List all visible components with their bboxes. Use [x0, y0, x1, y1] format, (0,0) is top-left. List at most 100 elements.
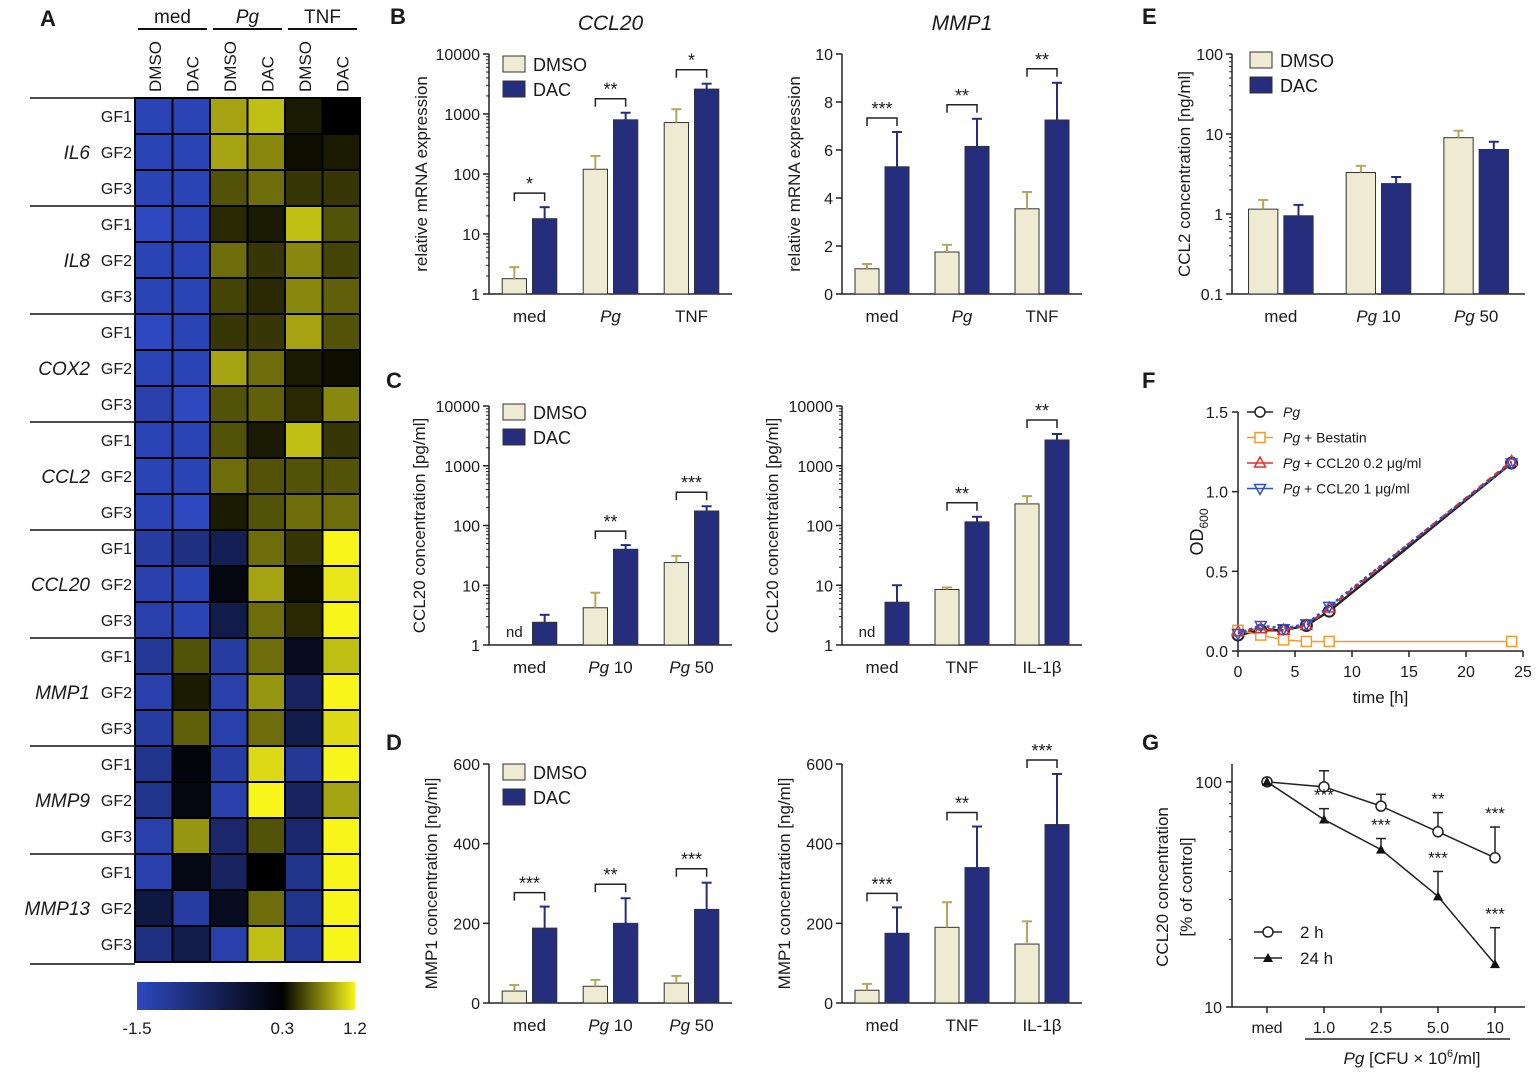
- heatmap-cell: [284, 169, 324, 207]
- legend-label-rest: + CCL20 0.2 μg/ml: [1300, 455, 1421, 471]
- x-tick-label: med: [513, 1016, 546, 1035]
- x-tick-label: med: [865, 307, 898, 326]
- heatmap-group-label: med: [154, 7, 191, 28]
- line-3: [1237, 462, 1513, 635]
- heatmap-row-label: GF1: [101, 325, 132, 342]
- heatmap-cell: [134, 889, 174, 927]
- y-tick-label: 6: [824, 143, 833, 160]
- heatmap-cell: [246, 457, 286, 495]
- heatmap-cell: [171, 565, 211, 603]
- y-tick-label: 0: [471, 996, 480, 1013]
- bar-dac: [1381, 183, 1412, 295]
- heatmap-cell: [171, 709, 211, 747]
- significance-label: ***: [1314, 786, 1334, 805]
- heatmap-gene-label: IL8: [64, 251, 91, 272]
- heatmap-cell: [284, 421, 324, 459]
- heatmap-cell: [171, 601, 211, 639]
- legend-marker: [1262, 926, 1274, 938]
- heatmap-gene-label: MMP13: [25, 899, 91, 920]
- bar-dac: [1283, 215, 1314, 295]
- heatmap-cell: [246, 565, 286, 603]
- legend-label-italic: Pg: [1283, 455, 1300, 471]
- heatmap-row-label: GF3: [101, 505, 132, 522]
- bar-dmso: [1248, 208, 1279, 295]
- significance-label: **: [955, 794, 969, 814]
- x-tick-label-rest: 50: [1475, 307, 1499, 326]
- significance-label: **: [603, 80, 617, 100]
- heatmap-cell: [246, 925, 286, 963]
- y-tick-label: 0.0: [1206, 644, 1228, 661]
- marker-ccl20-high: [1504, 458, 1519, 471]
- heatmap-cell: [134, 853, 174, 891]
- heatmap-cell: [321, 529, 361, 567]
- x-tick-label: Pg 50: [669, 658, 713, 677]
- y-tick-label: 200: [806, 916, 833, 933]
- legend-marker: [1254, 431, 1266, 444]
- heatmap-panel: med Pg TNF DMSO DAC DMSO DAC DMSO DAC GF1 GF2 GF3 GF…: [25, 7, 367, 1038]
- heatmap-cell: [284, 493, 324, 531]
- legend-label: Pg + CCL20 1 μg/ml: [1283, 481, 1410, 497]
- legend-label: 2 h: [1300, 923, 1324, 942]
- x-tick-label: med: [865, 1016, 898, 1035]
- x-tick-label-rest: 10: [1377, 307, 1401, 326]
- legend-marker: [1253, 455, 1267, 468]
- heatmap-cell: [209, 241, 249, 279]
- heatmap-cell: [209, 421, 249, 459]
- heatmap-gene-label: CCL2: [41, 467, 90, 488]
- heatmap-cell: [209, 457, 249, 495]
- x-tick-label-rest: 50: [690, 1016, 714, 1035]
- heatmap-cell: [321, 925, 361, 963]
- heatmap-cell: [171, 853, 211, 891]
- bar-dmso: [934, 588, 960, 646]
- legend-label: DAC: [533, 428, 571, 448]
- y-tick-label: 10: [1204, 1000, 1222, 1017]
- x-tick-label: 5: [1291, 664, 1300, 681]
- significance-bracket: [675, 867, 708, 877]
- heatmap-row-label: GF1: [101, 865, 132, 882]
- heatmap-cell: [284, 133, 324, 171]
- ccl20-mrna-chart: 1 10 100 1000 10000 relative mRNA expression C…: [412, 12, 732, 326]
- legend-label: Pg + Bestatin: [1283, 430, 1367, 446]
- bar-dac: [964, 145, 990, 295]
- x-tick-label-italic: Pg: [952, 307, 973, 326]
- bar-dac: [613, 119, 639, 295]
- heatmap-row-label: GF2: [101, 901, 132, 918]
- colorbar-tick-label: 1.2: [343, 1019, 367, 1038]
- heatmap-cell: [209, 565, 249, 603]
- significance-label: *: [526, 174, 533, 194]
- marker-24h: [1319, 814, 1329, 824]
- x-tick-label: IL-1β: [1022, 1016, 1061, 1035]
- bar-dac: [884, 601, 910, 646]
- heatmap-cell: [171, 205, 211, 243]
- heatmap-column-label: DMSO: [146, 41, 165, 92]
- heatmap-row-label: GF3: [101, 289, 132, 306]
- bar-dmso: [1014, 503, 1040, 646]
- heatmap-cell: [321, 457, 361, 495]
- heatmap-cell: [284, 241, 324, 279]
- x-tick-label: TNF: [675, 307, 708, 326]
- y-tick-label: 600: [806, 757, 833, 774]
- heatmap-cell: [134, 349, 174, 387]
- x-tick-label: Pg: [952, 307, 973, 326]
- y-axis-label: CCL2 concentration [ng/ml]: [1175, 71, 1194, 277]
- heatmap-cell: [246, 637, 286, 675]
- y-tick-label: 2: [824, 239, 833, 256]
- bar-dac: [1044, 119, 1070, 295]
- heatmap-cell: [209, 889, 249, 927]
- x-tick-label: 2.5: [1370, 1020, 1392, 1037]
- bar-dac: [613, 548, 639, 646]
- heatmap-cell: [134, 925, 174, 963]
- y-tick-label: 10000: [436, 399, 481, 416]
- bar-dac: [532, 927, 558, 1004]
- x-tick-label: 10: [1343, 664, 1361, 681]
- heatmap-cell: [284, 565, 324, 603]
- heatmap-cell: [284, 313, 324, 351]
- heatmap-cell: [134, 133, 174, 171]
- heatmap-cell: [284, 637, 324, 675]
- legend-label: Pg: [1283, 404, 1300, 420]
- marker-24h: [1490, 959, 1500, 969]
- heatmap-cell: [171, 673, 211, 711]
- marker-ccl20-low: [1504, 453, 1519, 467]
- heatmap-cell: [246, 97, 286, 135]
